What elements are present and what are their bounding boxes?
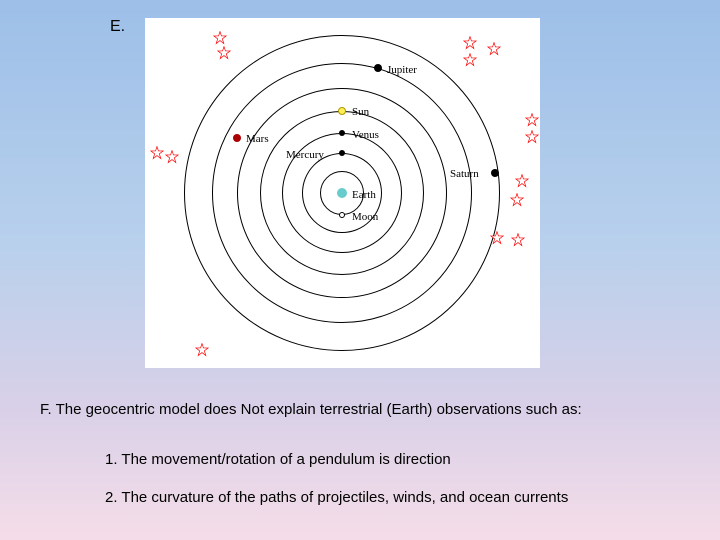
mars-dot xyxy=(233,134,241,142)
section-f-item-1: 1. The movement/rotation of a pendulum i… xyxy=(105,450,685,470)
saturn-label: Saturn xyxy=(450,168,479,180)
sun-label: Sun xyxy=(352,106,369,118)
star-icon xyxy=(487,42,501,56)
star-icon xyxy=(165,150,179,164)
star-icon xyxy=(463,53,477,67)
venus-label: Venus xyxy=(352,129,379,141)
star-icon xyxy=(213,31,227,45)
section-f-item-2: 2. The curvature of the paths of project… xyxy=(105,488,685,508)
star-icon xyxy=(490,231,504,245)
moon-dot xyxy=(339,212,345,218)
saturn-dot xyxy=(491,169,499,177)
star-icon xyxy=(525,113,539,127)
star-icon xyxy=(525,130,539,144)
jupiter-dot xyxy=(374,64,382,72)
star-icon xyxy=(511,233,525,247)
venus-dot xyxy=(339,130,345,136)
moon-label: Moon xyxy=(352,211,378,223)
mars-label: Mars xyxy=(246,133,269,145)
earth-label: Earth xyxy=(352,189,376,201)
mercury-label: Mercury xyxy=(286,149,324,161)
section-f-intro: F. The geocentric model does Not explain… xyxy=(40,400,685,420)
star-icon xyxy=(217,46,231,60)
star-icon xyxy=(150,146,164,160)
mercury-dot xyxy=(339,150,345,156)
star-icon xyxy=(463,36,477,50)
section-e-label: E. xyxy=(110,18,125,36)
jupiter-label: Jupiter xyxy=(387,64,417,76)
star-icon xyxy=(195,343,209,357)
geocentric-diagram: Earth Moon Mercury Venus Sun Mars Jupiter Satur… xyxy=(145,18,540,368)
sun-dot xyxy=(338,107,346,115)
star-icon xyxy=(515,174,529,188)
earth-dot xyxy=(337,188,347,198)
star-icon xyxy=(510,193,524,207)
